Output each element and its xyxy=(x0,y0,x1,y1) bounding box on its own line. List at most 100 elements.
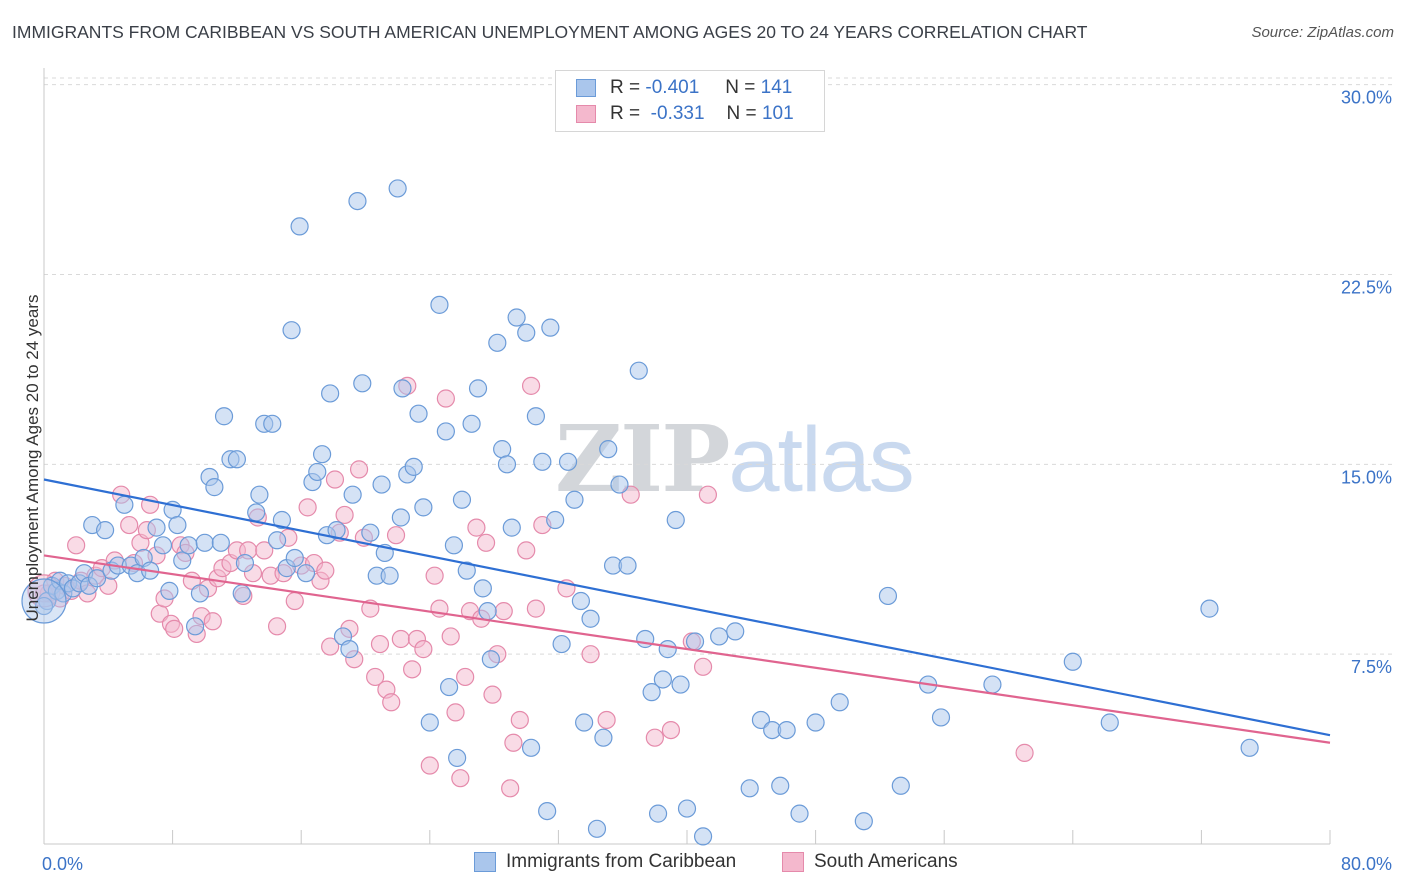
caribbean-point xyxy=(565,490,584,509)
caribbean-point xyxy=(388,179,407,198)
caribbean-point xyxy=(854,812,873,831)
caribbean-point xyxy=(348,191,367,211)
south-americans-point xyxy=(382,693,401,712)
caribbean-point xyxy=(671,675,690,694)
caribbean-point xyxy=(546,510,565,530)
caribbean-point xyxy=(891,776,910,795)
bottom-legend-caribbean-label: Immigrants from Caribbean xyxy=(506,851,737,872)
caribbean-point xyxy=(983,675,1002,694)
bottom-legend-south-americans-label: South Americans xyxy=(814,851,958,872)
caribbean-point xyxy=(777,720,796,740)
caribbean-point xyxy=(439,677,459,697)
south-americans-trend-line xyxy=(43,554,1331,744)
caribbean-point xyxy=(830,693,849,712)
south-americans-point xyxy=(370,634,390,654)
caribbean-point xyxy=(312,445,332,464)
caribbean-point xyxy=(160,581,179,600)
caribbean-point xyxy=(710,627,729,646)
south-americans-point xyxy=(366,667,385,687)
south-americans-point xyxy=(436,389,455,408)
y-tick-label: 7.5% xyxy=(1351,657,1392,677)
caribbean-point xyxy=(481,650,500,669)
south-americans-point xyxy=(386,526,406,545)
caribbean-point xyxy=(878,586,898,606)
caribbean-point xyxy=(147,518,166,537)
south-americans-point xyxy=(661,720,681,740)
y-tick-label: 22.5% xyxy=(1341,277,1392,297)
legend-r-value-south-americans: -0.331 xyxy=(650,103,705,124)
south-americans-point xyxy=(420,756,439,775)
caribbean-point xyxy=(205,478,224,497)
south-americans-point xyxy=(581,645,600,664)
y-tick-label: 30.0% xyxy=(1341,88,1392,108)
caribbean-point xyxy=(353,374,372,393)
south-americans-point xyxy=(414,640,433,659)
south-americans-point xyxy=(325,470,345,489)
south-americans-point xyxy=(451,769,470,788)
south-americans-point xyxy=(501,779,520,798)
south-americans-point xyxy=(456,667,475,687)
legend-n-label: N = xyxy=(725,77,756,98)
bottom-legend-south-americans: South Americans xyxy=(782,851,958,873)
chart-title: IMMIGRANTS FROM CARIBBEAN VS SOUTH AMERI… xyxy=(12,22,1088,42)
south-americans-point xyxy=(120,515,139,535)
caribbean-point xyxy=(173,551,192,570)
source-credit: Source: ZipAtlas.com xyxy=(1251,24,1394,41)
south-americans-point xyxy=(255,541,274,560)
south-americans-point xyxy=(494,602,513,621)
legend-r-value-caribbean: -0.401 xyxy=(645,77,700,98)
caribbean-point xyxy=(771,776,790,795)
south-americans-point xyxy=(693,657,713,676)
south-americans-point xyxy=(391,629,410,649)
caribbean-point xyxy=(521,738,541,757)
south-americans-point xyxy=(298,498,317,517)
caribbean-point xyxy=(571,591,591,611)
caribbean-point xyxy=(87,569,107,588)
caribbean-point xyxy=(581,609,600,628)
caribbean-point xyxy=(436,422,455,441)
caribbean-point xyxy=(648,804,668,823)
caribbean-point xyxy=(414,498,433,517)
caribbean-point xyxy=(618,556,637,575)
caribbean-point xyxy=(153,536,173,555)
caribbean-point xyxy=(488,333,507,352)
caribbean-point xyxy=(448,748,467,768)
south-americans-point xyxy=(285,591,304,611)
caribbean-point xyxy=(507,308,526,327)
caribbean-point xyxy=(340,640,359,659)
south-americans-swatch xyxy=(782,852,804,872)
legend-n-value-caribbean: 141 xyxy=(760,77,793,98)
caribbean-point xyxy=(296,564,316,583)
south-americans-point xyxy=(316,561,335,580)
caribbean-point xyxy=(409,404,428,423)
south-americans-point xyxy=(203,612,222,631)
caribbean-point xyxy=(517,323,536,342)
caribbean-point xyxy=(250,485,269,504)
caribbean-point xyxy=(1200,599,1219,618)
caribbean-point xyxy=(533,452,552,471)
legend-r-label: R = xyxy=(610,103,641,124)
caribbean-point xyxy=(726,622,745,641)
caribbean-point xyxy=(232,584,251,603)
caribbean-point xyxy=(1100,713,1119,732)
south-americans-point xyxy=(67,536,86,555)
legend-n-label: N = xyxy=(726,103,757,124)
caribbean-point xyxy=(263,414,282,433)
caribbean-point xyxy=(321,384,340,403)
caribbean-point xyxy=(361,523,380,542)
caribbean-point xyxy=(575,713,594,732)
caribbean-point xyxy=(391,508,410,527)
south-americans-point xyxy=(476,533,496,552)
south-americans-point xyxy=(467,518,486,537)
south-americans-point xyxy=(504,733,523,752)
caribbean-trend-line xyxy=(43,478,1331,737)
caribbean-point xyxy=(740,779,759,798)
legend-r-label: R = xyxy=(610,77,641,98)
axes xyxy=(43,68,1331,845)
caribbean-point xyxy=(272,510,292,530)
caribbean-point xyxy=(457,561,476,580)
south-americans-swatch xyxy=(576,105,596,123)
south-americans-point xyxy=(267,617,287,636)
caribbean-point xyxy=(404,457,423,476)
caribbean-point xyxy=(214,407,234,426)
